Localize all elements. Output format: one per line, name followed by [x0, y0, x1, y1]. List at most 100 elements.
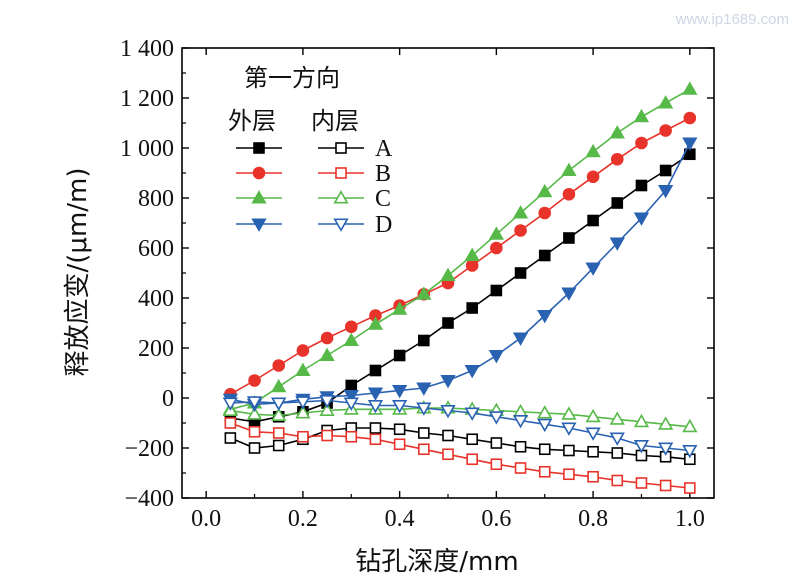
y-tick-label: 1 400 [120, 36, 174, 62]
data-point-c-outer [609, 125, 625, 139]
data-point-c-inner [682, 418, 698, 433]
data-point-c-inner [561, 406, 577, 420]
data-point-b-outer [465, 259, 479, 272]
legend-label: C [375, 186, 391, 212]
data-point-a-outer [466, 302, 478, 314]
legend-inner-marker [335, 142, 347, 154]
data-point-d-outer [464, 365, 480, 379]
data-point-b-inner [297, 430, 309, 443]
data-point-c-outer [633, 108, 650, 123]
data-point-b-inner [321, 429, 333, 442]
x-axis-title: 钻孔深度/mm [355, 547, 518, 577]
data-point-c-outer [271, 378, 287, 393]
data-point-c-inner [246, 406, 263, 420]
data-point-b-inner [635, 477, 648, 489]
data-point-a-outer [369, 364, 382, 377]
data-point-c-outer [367, 316, 384, 330]
data-point-a-inner [490, 437, 503, 449]
data-point-c-outer [488, 226, 504, 240]
x-tick-label: 0.2 [288, 506, 318, 532]
data-point-d-outer [343, 390, 359, 404]
legend-row-c: C [236, 186, 391, 212]
data-point-a-inner [369, 422, 382, 434]
legend-outer-marker [251, 190, 267, 204]
data-point-c-outer [464, 247, 480, 261]
data-point-d-inner [585, 427, 601, 441]
data-point-b-outer [320, 331, 334, 345]
x-tick-label: 0.0 [191, 506, 221, 532]
data-point-c-inner [271, 407, 287, 421]
data-point-a-inner [224, 432, 237, 444]
data-point-a-outer [442, 317, 454, 329]
legend-label: D [375, 212, 392, 238]
data-point-c-inner [609, 411, 625, 425]
data-point-b-outer [610, 152, 624, 166]
legend-outer-marker [252, 166, 266, 180]
data-point-c-outer [561, 162, 577, 176]
data-point-c-outer [319, 347, 335, 361]
legend-outer-label: 外层 [228, 107, 276, 135]
series-a-inner [224, 422, 696, 466]
y-axis-title: 释放应变/(μm/m) [63, 167, 93, 376]
data-point-b-outer [635, 136, 648, 150]
data-point-c-outer [682, 81, 698, 95]
data-point-d-inner [440, 405, 456, 419]
data-point-d-outer [488, 350, 504, 364]
data-point-d-inner [392, 400, 408, 414]
series-line-a-outer [230, 153, 691, 423]
data-point-c-inner [633, 413, 650, 428]
data-point-d-inner [416, 402, 432, 416]
data-point-a-outer [587, 214, 599, 227]
data-point-b-inner [224, 417, 237, 429]
data-point-b-outer [490, 241, 503, 255]
data-point-d-outer [682, 137, 698, 151]
data-point-c-inner [295, 405, 311, 419]
data-point-b-inner [248, 425, 261, 438]
data-point-d-outer [367, 387, 384, 401]
data-point-c-inner [537, 405, 553, 419]
data-point-a-outer [418, 334, 430, 347]
data-point-d-inner [537, 418, 553, 433]
data-point-a-inner [587, 445, 599, 458]
data-point-a-inner [248, 442, 261, 454]
data-point-c-outer [537, 183, 553, 198]
data-point-b-inner [563, 468, 575, 481]
legend-row-a: A [236, 136, 393, 162]
y-tick-label: 200 [138, 336, 174, 362]
data-point-d-outer [440, 375, 456, 389]
data-point-d-outer [585, 262, 601, 276]
data-point-d-inner [343, 397, 359, 411]
legend-row-b: B [236, 161, 391, 187]
data-point-a-inner [563, 444, 575, 457]
data-point-b-inner [442, 448, 454, 461]
data-point-c-inner [319, 402, 335, 416]
data-point-a-inner [538, 443, 551, 456]
series-d-inner [222, 395, 698, 459]
data-point-b-inner [466, 453, 478, 466]
data-point-a-outer [514, 267, 527, 279]
data-point-d-inner [609, 432, 625, 446]
data-point-c-outer [295, 362, 311, 376]
data-point-a-inner [466, 433, 478, 446]
data-point-d-outer [392, 385, 408, 399]
data-point-c-outer [658, 95, 674, 109]
series-b-inner [224, 417, 696, 494]
data-point-c-inner [658, 416, 674, 430]
data-point-c-outer [392, 301, 408, 315]
data-point-d-outer [658, 185, 674, 199]
data-point-a-inner [418, 427, 430, 439]
data-point-d-inner [319, 395, 335, 409]
data-point-b-inner [587, 470, 599, 483]
data-point-b-inner [659, 479, 672, 492]
data-point-d-inner [271, 397, 287, 411]
data-point-a-outer [611, 197, 624, 209]
data-point-a-outer [490, 284, 503, 297]
data-point-b-inner [345, 430, 358, 443]
legend-outer-marker [251, 218, 267, 232]
x-tick-label: 0.6 [481, 506, 511, 532]
data-point-b-inner [538, 465, 551, 478]
data-point-d-inner [222, 397, 238, 411]
data-point-a-outer [563, 232, 575, 244]
